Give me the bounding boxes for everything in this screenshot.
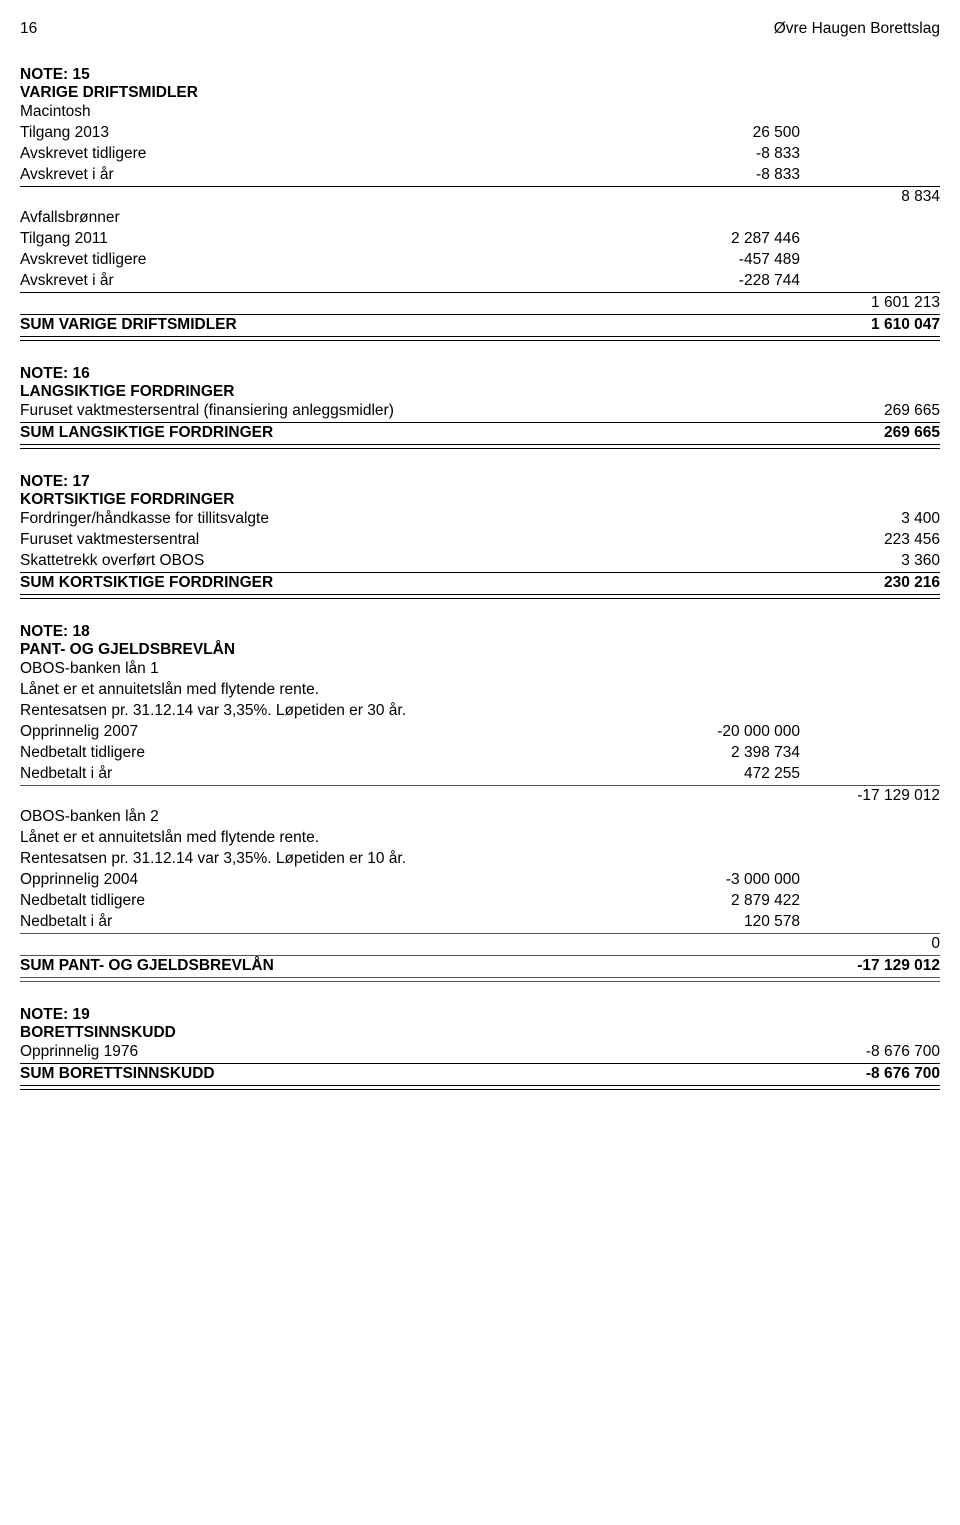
loan1-subtotal: -17 129 012 <box>800 786 940 807</box>
spacer-cell <box>20 934 800 955</box>
note-19: NOTE: 19 BORETTSINNSKUDD Opprinnelig 197… <box>20 1006 940 1090</box>
spacer-cell <box>800 165 940 186</box>
avfall-tilgang-label: Tilgang 2011 <box>20 229 660 250</box>
note17-row1-label: Fordringer/håndkasse for tillitsvalgte <box>20 509 800 530</box>
loan1-row1-label: Opprinnelig 2007 <box>20 722 660 743</box>
note-18: NOTE: 18 PANT- OG GJELDSBREVLÅN OBOS-ban… <box>20 623 940 982</box>
page-header: 16 Øvre Haugen Borettslag <box>20 20 940 38</box>
divider-double <box>20 336 940 341</box>
note17-sum-value: 230 216 <box>800 573 940 594</box>
loan1-row3-label: Nedbetalt i år <box>20 764 660 785</box>
note-16: NOTE: 16 LANGSIKTIGE FORDRINGER Furuset … <box>20 365 940 449</box>
loan2-row1-label: Opprinnelig 2004 <box>20 870 660 891</box>
note17-row1-value: 3 400 <box>800 509 940 530</box>
loan1-row3-value: 472 255 <box>660 764 800 785</box>
note17-row2-value: 223 456 <box>800 530 940 551</box>
loan2-row3-value: 120 578 <box>660 912 800 933</box>
loan1-row2-label: Nedbetalt tidligere <box>20 743 660 764</box>
avfall-avskrevet-iar-value: -228 744 <box>660 271 800 292</box>
spacer-cell <box>800 764 940 785</box>
loan2-name: OBOS-banken lån 2 <box>20 807 940 828</box>
mac-avskrevet-iar-value: -8 833 <box>660 165 800 186</box>
loan2-row2-label: Nedbetalt tidligere <box>20 891 660 912</box>
loan1-desc1: Lånet er et annuitetslån med flytende re… <box>20 680 940 701</box>
spacer-cell <box>800 912 940 933</box>
mac-avskrevet-tidl-value: -8 833 <box>660 144 800 165</box>
note19-row1-label: Opprinnelig 1976 <box>20 1042 800 1063</box>
note15-sum-label: SUM VARIGE DRIFTSMIDLER <box>20 315 800 336</box>
note18-sum-label: SUM PANT- OG GJELDSBREVLÅN <box>20 956 800 977</box>
note15-sum-value: 1 610 047 <box>800 315 940 336</box>
note16-title-1: NOTE: 16 <box>20 365 940 383</box>
note19-row1-value: -8 676 700 <box>800 1042 940 1063</box>
spacer-cell <box>800 870 940 891</box>
loan2-row3-label: Nedbetalt i år <box>20 912 660 933</box>
note18-title-1: NOTE: 18 <box>20 623 940 641</box>
avfall-tilgang-value: 2 287 446 <box>660 229 800 250</box>
avfall-avskrevet-iar-label: Avskrevet i år <box>20 271 660 292</box>
avfall-avskrevet-tidl-label: Avskrevet tidligere <box>20 250 660 271</box>
spacer-cell <box>800 250 940 271</box>
macintosh-name: Macintosh <box>20 102 940 123</box>
mac-tilgang-value: 26 500 <box>660 123 800 144</box>
note19-sum-value: -8 676 700 <box>800 1064 940 1085</box>
loan2-desc2: Rentesatsen pr. 31.12.14 var 3,35%. Løpe… <box>20 849 940 870</box>
note19-title-1: NOTE: 19 <box>20 1006 940 1024</box>
mac-tilgang-label: Tilgang 2013 <box>20 123 660 144</box>
avfall-avskrevet-tidl-value: -457 489 <box>660 250 800 271</box>
mac-subtotal: 8 834 <box>800 187 940 208</box>
loan2-subtotal: 0 <box>800 934 940 955</box>
spacer-cell <box>800 271 940 292</box>
note17-row3-label: Skattetrekk overført OBOS <box>20 551 800 572</box>
spacer-cell <box>20 786 800 807</box>
spacer-cell <box>800 229 940 250</box>
spacer-cell <box>800 123 940 144</box>
note15-title-1: NOTE: 15 <box>20 66 940 84</box>
mac-avskrevet-tidl-label: Avskrevet tidligere <box>20 144 660 165</box>
note15-title-2: VARIGE DRIFTSMIDLER <box>20 84 940 102</box>
page-container: 16 Øvre Haugen Borettslag NOTE: 15 VARIG… <box>0 0 960 1134</box>
avfall-name: Avfallsbrønner <box>20 208 940 229</box>
loan1-desc2: Rentesatsen pr. 31.12.14 var 3,35%. Løpe… <box>20 701 940 722</box>
note17-sum-label: SUM KORTSIKTIGE FORDRINGER <box>20 573 800 594</box>
page-number: 16 <box>20 20 37 38</box>
note16-row1-label: Furuset vaktmestersentral (finansiering … <box>20 401 800 422</box>
note16-sum-value: 269 665 <box>800 423 940 444</box>
note16-title-2: LANGSIKTIGE FORDRINGER <box>20 383 940 401</box>
loan1-name: OBOS-banken lån 1 <box>20 659 940 680</box>
spacer-cell <box>20 187 800 208</box>
note16-sum-label: SUM LANGSIKTIGE FORDRINGER <box>20 423 800 444</box>
note19-title-2: BORETTSINNSKUDD <box>20 1024 940 1042</box>
note17-title-1: NOTE: 17 <box>20 473 940 491</box>
note17-title-2: KORTSIKTIGE FORDRINGER <box>20 491 940 509</box>
spacer-cell <box>800 722 940 743</box>
spacer-cell <box>20 293 800 314</box>
doc-title: Øvre Haugen Borettslag <box>774 20 940 38</box>
note18-title-2: PANT- OG GJELDSBREVLÅN <box>20 641 940 659</box>
spacer-cell <box>800 743 940 764</box>
note-15: NOTE: 15 VARIGE DRIFTSMIDLER Macintosh T… <box>20 66 940 341</box>
loan2-row2-value: 2 879 422 <box>660 891 800 912</box>
mac-avskrevet-iar-label: Avskrevet i år <box>20 165 660 186</box>
loan1-row2-value: 2 398 734 <box>660 743 800 764</box>
avfall-subtotal: 1 601 213 <box>800 293 940 314</box>
divider-green-double <box>20 977 940 982</box>
note17-row3-value: 3 360 <box>800 551 940 572</box>
note19-sum-label: SUM BORETTSINNSKUDD <box>20 1064 800 1085</box>
note-17: NOTE: 17 KORTSIKTIGE FORDRINGER Fordring… <box>20 473 940 599</box>
loan2-row1-value: -3 000 000 <box>660 870 800 891</box>
divider-double <box>20 444 940 449</box>
divider-double <box>20 1085 940 1090</box>
spacer-cell <box>800 891 940 912</box>
loan1-row1-value: -20 000 000 <box>660 722 800 743</box>
note18-sum-value: -17 129 012 <box>800 956 940 977</box>
loan2-desc1: Lånet er et annuitetslån med flytende re… <box>20 828 940 849</box>
divider-double <box>20 594 940 599</box>
note16-row1-value: 269 665 <box>800 401 940 422</box>
note17-row2-label: Furuset vaktmestersentral <box>20 530 800 551</box>
spacer-cell <box>800 144 940 165</box>
